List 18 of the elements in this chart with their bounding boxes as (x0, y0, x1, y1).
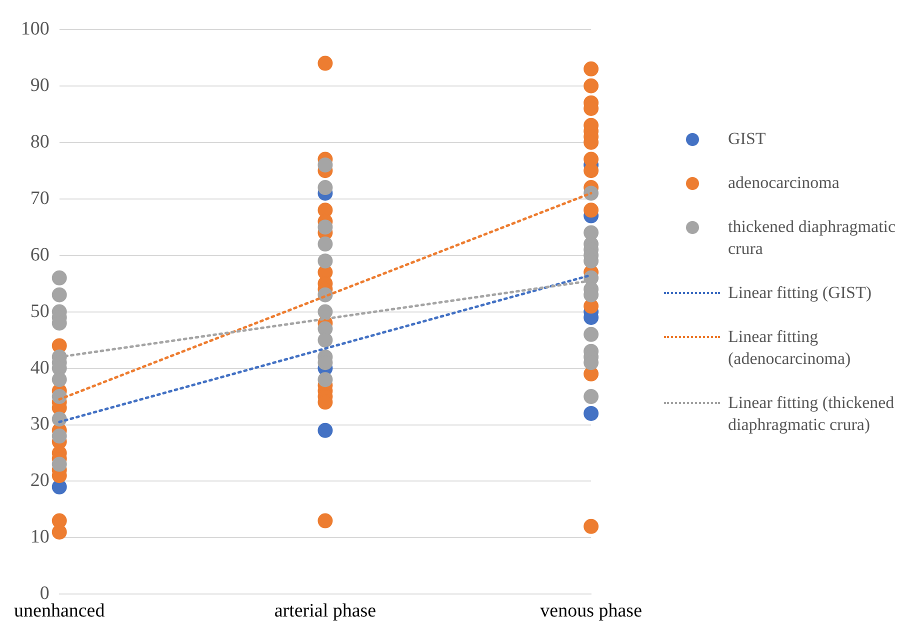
legend-label: adenocarcinoma (727, 172, 840, 194)
y-tick-label: 50 (30, 300, 50, 322)
y-tick-label: 70 (30, 188, 50, 209)
y-tick-label: 100 (20, 18, 50, 40)
legend-label: GIST (727, 128, 766, 150)
y-tick-label: 40 (30, 357, 50, 378)
y-tick-label: 60 (30, 244, 50, 266)
legend-label: thickened diaphragmatic crura (727, 216, 897, 260)
y-tick-label: 90 (30, 74, 50, 96)
y-tick-label: 30 (30, 414, 50, 435)
legend-label: Linear fitting (adenocarcinoma) (727, 326, 852, 370)
y-tick-label: 80 (30, 131, 50, 152)
x-tick-label: arterial phase (274, 600, 376, 622)
legend-label: Linear fitting (GIST) (727, 282, 872, 304)
x-tick-label: venous phase (540, 600, 642, 622)
y-tick-label: 20 (30, 470, 50, 492)
legend-label: Linear fitting (thickened diaphragmatic crura) (727, 392, 896, 436)
y-tick-label: 10 (30, 526, 50, 548)
